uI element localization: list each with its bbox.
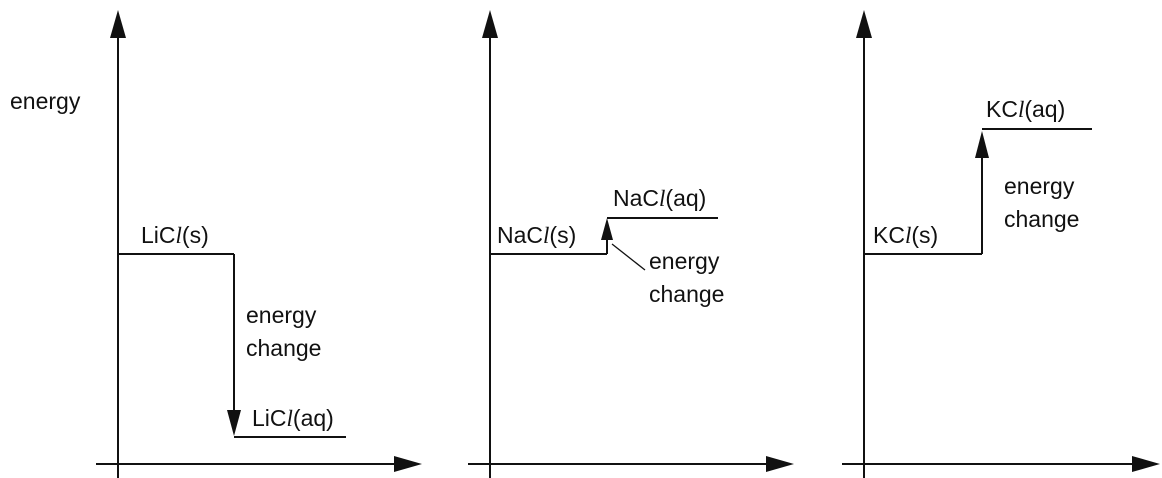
formula-prefix: KC <box>986 96 1018 122</box>
formula-prefix: KC <box>873 222 905 248</box>
formula-state: (s) <box>549 222 576 248</box>
formula-ell: l <box>543 223 549 248</box>
energy-change-arrowhead <box>227 410 241 436</box>
formula-ell: l <box>1018 97 1024 122</box>
formula-ell: l <box>176 223 182 248</box>
energy-change-arrowhead <box>975 131 989 158</box>
formula-ell: l <box>659 186 665 211</box>
energy-change-label-line1: energy <box>1004 173 1075 199</box>
final-state-label: KCl(aq) <box>986 96 1065 122</box>
formula-prefix: NaC <box>613 185 659 211</box>
final-state-label: LiCl(aq) <box>252 405 334 431</box>
initial-state-label: NaCl(s) <box>497 222 576 248</box>
formula-prefix: NaC <box>497 222 543 248</box>
energy-change-label-line1: energy <box>649 248 720 274</box>
x-axis-arrowhead <box>766 456 794 472</box>
x-axis-arrowhead <box>1132 456 1160 472</box>
formula-state: (aq) <box>665 185 706 211</box>
x-axis-arrowhead <box>394 456 422 472</box>
diagram-kcl: KCl(s) KCl(aq) energy change <box>842 10 1160 478</box>
initial-state-label: KCl(s) <box>873 222 938 248</box>
diagram-licl: energy LiCl(s) LiCl(aq) energy change <box>10 10 422 478</box>
formula-prefix: LiC <box>252 405 287 431</box>
y-axis-arrowhead <box>110 10 126 38</box>
formula-prefix: LiC <box>141 222 176 248</box>
energy-change-label-line2: change <box>649 281 724 307</box>
label-leader-line <box>611 243 646 271</box>
y-axis-label: energy <box>10 88 81 114</box>
formula-state: (s) <box>911 222 938 248</box>
diagram-nacl: NaCl(s) NaCl(aq) energy change <box>468 10 794 478</box>
y-axis-arrowhead <box>856 10 872 38</box>
formula-state: (s) <box>182 222 209 248</box>
energy-change-label-line1: energy <box>246 302 317 328</box>
formula-state: (aq) <box>1024 96 1065 122</box>
final-state-label: NaCl(aq) <box>613 185 706 211</box>
formula-ell: l <box>905 223 911 248</box>
formula-state: (aq) <box>293 405 334 431</box>
energy-change-label-line2: change <box>246 335 321 361</box>
formula-ell: l <box>287 406 293 431</box>
initial-state-label: LiCl(s) <box>141 222 209 248</box>
energy-change-label-line2: change <box>1004 206 1079 232</box>
energy-change-arrowhead <box>601 218 613 240</box>
y-axis-arrowhead <box>482 10 498 38</box>
